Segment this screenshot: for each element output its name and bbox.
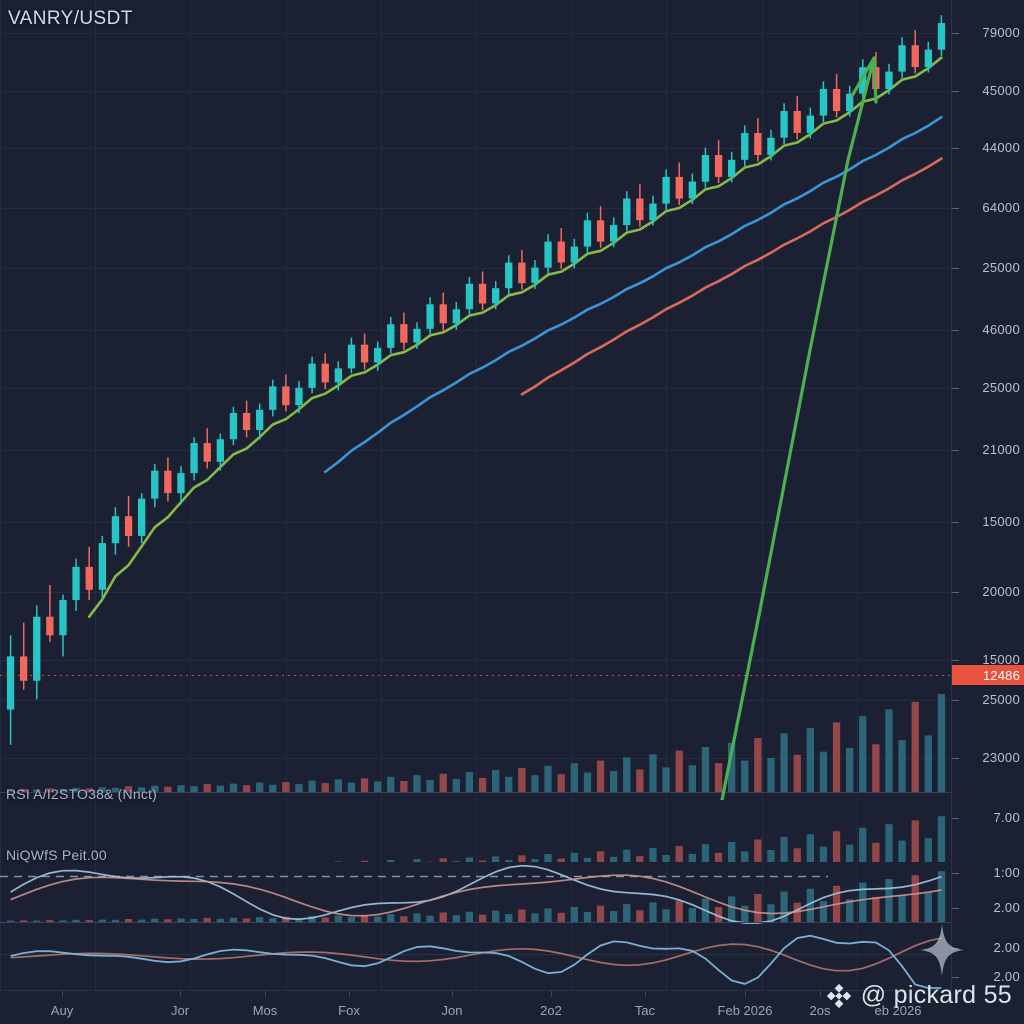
price-axis-tick-mark xyxy=(952,592,959,593)
macd-svg xyxy=(0,924,952,990)
price-axis[interactable]: 79000 45000 44000 64000 25000 46000 25000 21000… xyxy=(951,0,1024,990)
time-axis-tick-label: Fox xyxy=(338,1003,360,1018)
price-axis-tick-mark xyxy=(952,33,959,34)
secondary-volume-svg xyxy=(0,862,952,924)
time-axis-tick-mark xyxy=(452,991,453,997)
rsi-indicator-label: RSI A/I2STO38& (Nnct) xyxy=(6,786,157,802)
price-axis-tick-mark xyxy=(952,908,959,909)
time-axis-tick-mark xyxy=(349,991,350,997)
time-axis-tick-mark xyxy=(745,991,746,997)
price-axis-tick-mark xyxy=(952,330,959,331)
last-price-badge[interactable]: 12486 xyxy=(952,665,1024,685)
time-axis-tick-mark xyxy=(62,991,63,997)
price-axis-tick-mark xyxy=(952,873,959,874)
price-axis-tick-label: 25000 xyxy=(982,380,1020,395)
price-axis-tick-label: 2.00 xyxy=(993,900,1020,915)
secondary-volume-pane[interactable] xyxy=(0,862,952,924)
price-axis-tick-label: 45000 xyxy=(982,83,1020,98)
price-axis-tick-label: 25000 xyxy=(982,692,1020,707)
binance-logo-icon xyxy=(826,983,851,1008)
time-axis-tick-label: 2os xyxy=(809,1003,831,1018)
price-axis-tick-mark xyxy=(952,91,959,92)
time-axis-tick-mark xyxy=(180,991,181,997)
symbol-label: VANRY/USDT xyxy=(8,8,133,29)
watermark-handle: @ pickard 55 xyxy=(860,981,1012,1009)
price-axis-tick-mark xyxy=(952,758,959,759)
price-axis-tick-label: 20000 xyxy=(982,584,1020,599)
price-axis-tick-mark xyxy=(952,208,959,209)
time-axis[interactable]: Auy Jor Mos Fox Jon 2o2 Tac Feb 2026 2os eb 2026 xyxy=(0,990,952,1024)
time-axis-tick-label: Tac xyxy=(634,1003,656,1018)
price-axis-tick-label: 46000 xyxy=(982,322,1020,337)
time-axis-tick-label: eb 2026 xyxy=(874,1003,922,1018)
price-axis-tick-label: 64000 xyxy=(982,200,1020,215)
time-axis-tick-mark xyxy=(898,991,899,997)
time-axis-tick-mark xyxy=(645,991,646,997)
price-axis-tick-mark xyxy=(952,818,959,819)
price-axis-tick-mark xyxy=(952,450,959,451)
price-axis-tick-label: 1:00 xyxy=(993,865,1020,880)
time-axis-tick-label: Auy xyxy=(50,1003,74,1018)
time-axis-tick-mark xyxy=(551,991,552,997)
time-axis-tick-label: Jor xyxy=(170,1003,190,1018)
price-axis-tick-label: 79000 xyxy=(982,25,1020,40)
price-axis-tick-mark xyxy=(952,388,959,389)
sparkle-icon xyxy=(920,924,964,976)
price-axis-tick-label: 21000 xyxy=(982,442,1020,457)
price-chart-svg xyxy=(0,0,952,800)
price-axis-tick-label: 15000 xyxy=(982,514,1020,529)
price-axis-tick-label: 23000 xyxy=(982,750,1020,765)
macd-indicator-label: NiQWfS Peit.00 xyxy=(6,847,107,863)
price-chart-pane[interactable] xyxy=(0,0,952,800)
rsi-indicator-pane[interactable] xyxy=(0,800,952,870)
price-axis-tick-label: 2.00 xyxy=(993,940,1020,955)
price-axis-tick-mark xyxy=(952,522,959,523)
time-axis-tick-mark xyxy=(265,991,266,997)
rsi-svg xyxy=(0,800,952,870)
macd-indicator-pane[interactable] xyxy=(0,924,952,990)
price-axis-tick-label: 25000 xyxy=(982,260,1020,275)
price-axis-tick-mark xyxy=(952,700,959,701)
time-axis-tick-label: Feb 2026 xyxy=(717,1003,773,1018)
price-axis-tick-mark xyxy=(952,977,959,978)
time-axis-tick-mark xyxy=(820,991,821,997)
time-axis-tick-label: Mos xyxy=(252,1003,278,1018)
price-axis-tick-mark xyxy=(952,268,959,269)
time-axis-tick-label: Jon xyxy=(441,1003,463,1018)
price-axis-tick-label: 2.00 xyxy=(993,969,1020,984)
watermark: @ pickard 55 xyxy=(826,981,1012,1010)
price-axis-tick-mark xyxy=(952,660,959,661)
price-axis-tick-mark xyxy=(952,148,959,149)
price-axis-tick-label: 7.00 xyxy=(993,810,1020,825)
price-axis-tick-label: 44000 xyxy=(982,140,1020,155)
price-axis-tick-label: 15000 xyxy=(982,652,1020,667)
time-axis-tick-label: 2o2 xyxy=(540,1003,562,1018)
